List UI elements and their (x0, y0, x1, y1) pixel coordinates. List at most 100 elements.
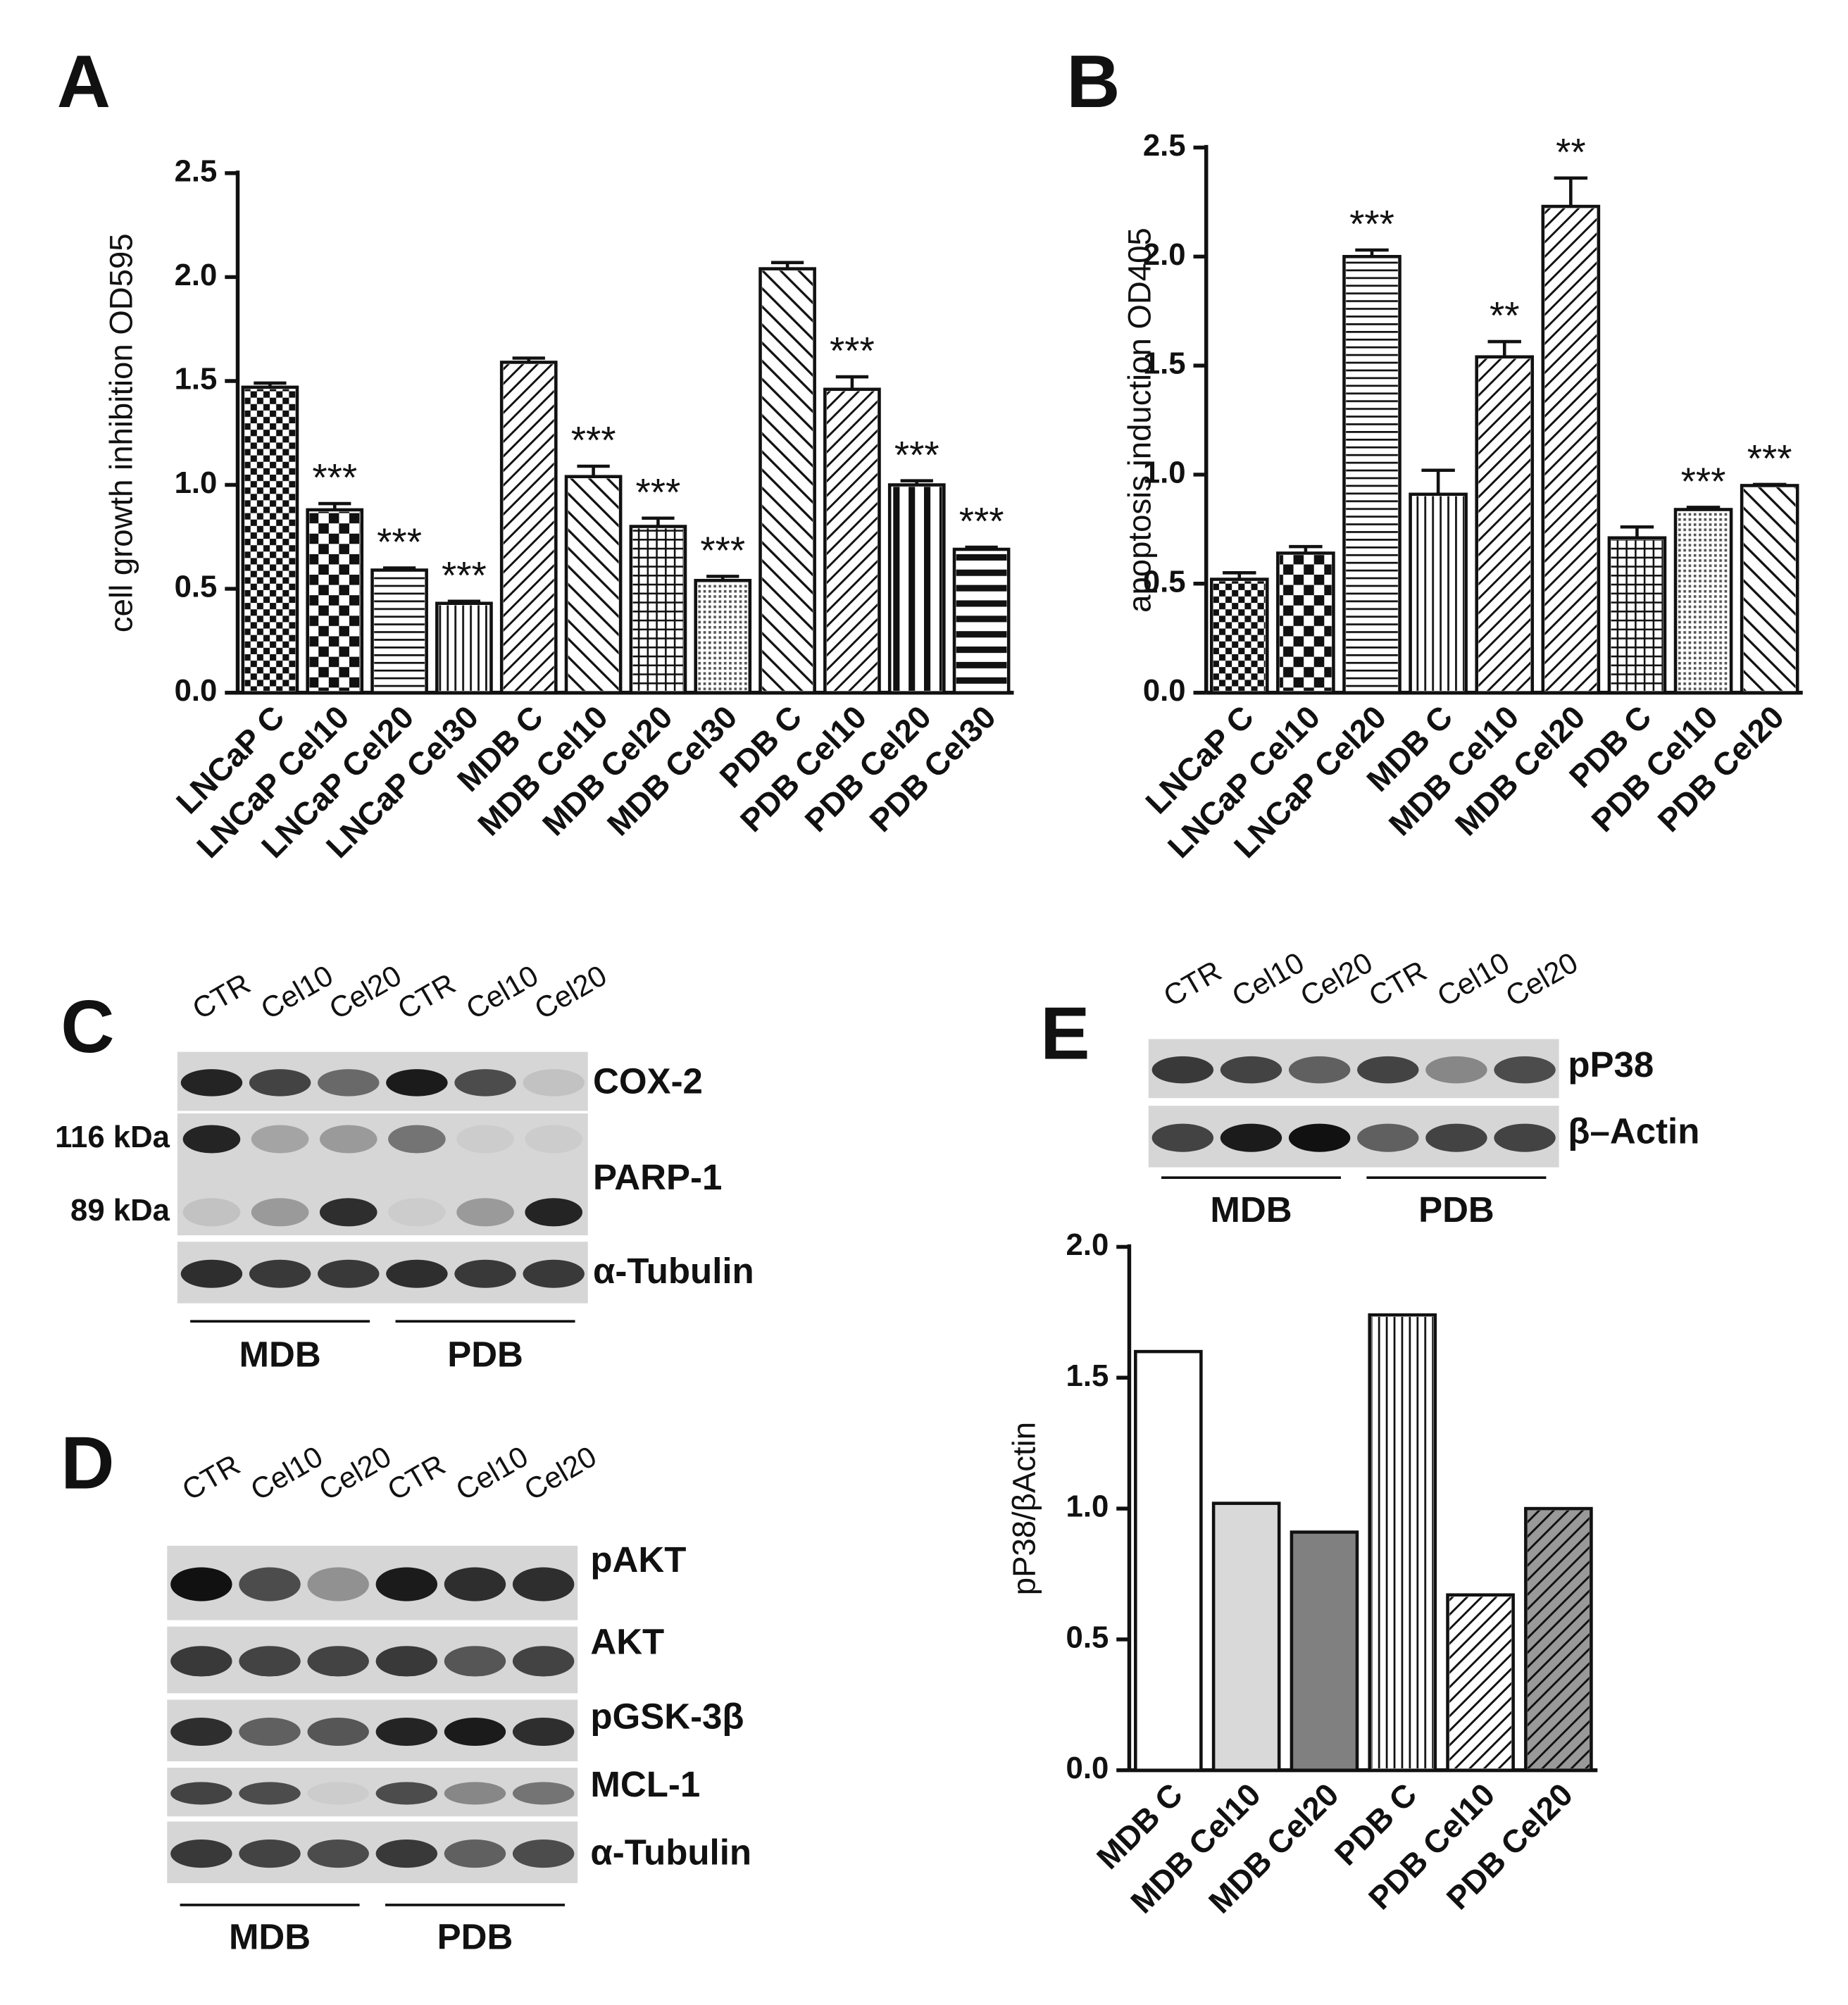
error-bar (965, 545, 998, 550)
blot-band (375, 1646, 438, 1677)
blot-strip (1148, 1106, 1559, 1168)
group-label: PDB (437, 1917, 513, 1957)
bar-pattern (503, 364, 554, 691)
error-bar (1686, 506, 1721, 510)
bar-pattern (956, 551, 1007, 691)
blot-band (444, 1646, 506, 1677)
blot-band (318, 1259, 380, 1288)
blot-band (1425, 1056, 1487, 1084)
blot-band (239, 1840, 301, 1868)
blot-band (170, 1717, 232, 1747)
blot-strip (177, 1051, 588, 1111)
blot-band (180, 1259, 243, 1288)
blot-strip (177, 1113, 588, 1236)
blot-strip (167, 1768, 578, 1817)
blot-band (249, 1259, 311, 1288)
lane-label: CTR (382, 1448, 451, 1507)
bar-pattern (1743, 487, 1796, 691)
lane-label: Cel20 (323, 958, 406, 1025)
blot-band (1357, 1123, 1419, 1152)
blot-band (1288, 1056, 1351, 1084)
lane-label: Cel20 (1294, 946, 1378, 1013)
row-label: α-Tubulin (593, 1251, 754, 1291)
group-label: MDB (229, 1917, 311, 1957)
blot-band (388, 1125, 446, 1154)
blot-band (375, 1840, 438, 1868)
lane-label: Cel10 (461, 958, 544, 1025)
blot-band (170, 1646, 232, 1677)
bar-pattern (1371, 1316, 1434, 1768)
bar-pattern (1478, 358, 1531, 691)
y-tick-label: 1.5 (175, 362, 218, 396)
bar-pattern (1213, 581, 1266, 691)
blot-band (444, 1567, 506, 1601)
blot-band (525, 1198, 582, 1227)
blot-band (444, 1782, 506, 1805)
group-label: PDB (447, 1335, 523, 1375)
blot-band (307, 1567, 369, 1601)
significance-label: *** (377, 520, 422, 563)
lane-label: Cel10 (245, 1439, 328, 1506)
blot-band (1288, 1123, 1351, 1152)
error-bar (1554, 176, 1588, 207)
blot-band (512, 1840, 575, 1868)
blot-band (454, 1069, 516, 1097)
blot-band (319, 1198, 377, 1227)
error-bar (835, 375, 869, 389)
blot-band (456, 1125, 514, 1154)
lane-label: Cel20 (313, 1439, 397, 1506)
row-label: α-Tubulin (590, 1832, 751, 1872)
marker-label: 116 kDa (55, 1120, 170, 1154)
lane-label: Cel20 (518, 1439, 601, 1506)
y-tick-label: 2.0 (175, 258, 218, 292)
error-bar (900, 479, 933, 485)
y-tick-label: 1.0 (1143, 456, 1186, 490)
blot-band (525, 1125, 582, 1154)
blot-band (319, 1125, 377, 1154)
lane-label: Cel10 (1226, 946, 1309, 1013)
error-bar (1289, 544, 1323, 554)
y-axis-label: apoptosis induction OD405 (1122, 227, 1158, 613)
significance-label: ** (1556, 130, 1586, 173)
error-bar (1355, 248, 1389, 257)
y-tick-label: 1.5 (1143, 346, 1186, 381)
row-label: PARP-1 (593, 1157, 722, 1197)
bar-pattern (1449, 1597, 1511, 1768)
error-bar (382, 566, 416, 570)
bar-pattern (1677, 511, 1730, 691)
significance-label: *** (442, 554, 487, 596)
row-label: pP38 (1568, 1044, 1654, 1085)
error-bar (512, 356, 545, 363)
bar-pattern (827, 391, 878, 691)
significance-label: *** (571, 419, 616, 462)
blot-band (1151, 1056, 1214, 1084)
blot-band (456, 1198, 514, 1227)
bar-pattern (1528, 1510, 1590, 1768)
y-tick-label: 1.5 (1066, 1358, 1109, 1393)
blot-band (239, 1567, 301, 1601)
blot-band (180, 1069, 243, 1097)
y-tick-label: 1.0 (175, 466, 218, 500)
bar-pattern (1544, 208, 1597, 691)
error-bar (1752, 482, 1787, 487)
row-label: AKT (590, 1622, 664, 1662)
error-bar (1421, 468, 1455, 494)
row-label: β–Actin (1568, 1111, 1699, 1151)
blot-band (386, 1259, 448, 1288)
blot-band (307, 1646, 369, 1677)
panel-label: E (1040, 992, 1090, 1075)
blot-band (1494, 1123, 1556, 1152)
y-tick-label: 0.0 (175, 673, 218, 708)
blot-band (454, 1259, 516, 1288)
blot-band (512, 1646, 575, 1677)
y-axis-label: cell growth inhibition OD595 (103, 233, 139, 632)
lane-label: Cel20 (1500, 946, 1583, 1013)
blot-strip (167, 1821, 578, 1883)
blot-band (239, 1782, 301, 1805)
y-tick-label: 2.5 (1143, 128, 1186, 163)
blot-band (1494, 1056, 1556, 1084)
error-bar (318, 501, 351, 510)
bar (1211, 1501, 1281, 1772)
bar-pattern (568, 478, 619, 691)
group-label: PDB (1418, 1189, 1494, 1230)
